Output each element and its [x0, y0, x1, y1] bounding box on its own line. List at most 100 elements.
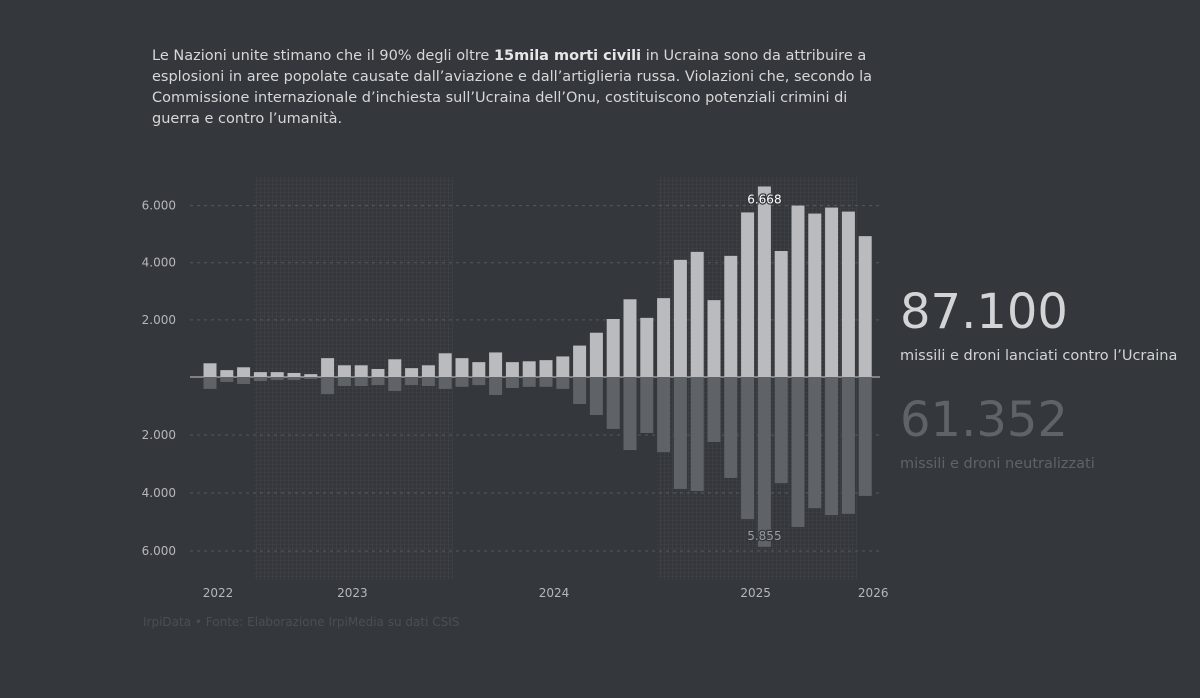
- x-tick-label: 2022: [203, 586, 234, 600]
- bar: [707, 377, 721, 442]
- bar: [724, 255, 738, 377]
- x-tick-label: 2024: [539, 586, 570, 600]
- bar: [287, 377, 301, 380]
- bar: [270, 372, 284, 377]
- bar: [791, 205, 805, 377]
- bar: [421, 365, 435, 377]
- bar: [825, 377, 839, 516]
- bar: [371, 377, 385, 386]
- y-tick-label: 2.000: [142, 313, 176, 327]
- bar: [774, 377, 788, 484]
- bar: [673, 259, 687, 377]
- bar: [337, 377, 351, 386]
- bar: [623, 377, 637, 451]
- bar: [354, 377, 368, 386]
- bar: [707, 300, 721, 377]
- bar: [203, 377, 217, 389]
- bar: [606, 377, 620, 429]
- bar: [841, 377, 855, 514]
- bar: [640, 377, 654, 433]
- x-tick-label: 2026: [858, 586, 889, 600]
- bar: [505, 377, 519, 389]
- y-tick-label: 4.000: [142, 486, 176, 500]
- bar: [237, 367, 251, 377]
- bar: [220, 377, 234, 382]
- y-tick-label: 2.000: [142, 428, 176, 442]
- bar: [354, 365, 368, 377]
- legend-launched: missili e droni lanciati contro l’Ucrain…: [900, 348, 1177, 364]
- bar: [472, 362, 486, 377]
- data-label: 6.668: [747, 192, 781, 206]
- bar: [556, 377, 570, 389]
- bar: [505, 362, 519, 377]
- bar: [606, 319, 620, 377]
- bar: [808, 377, 822, 509]
- bar: [757, 186, 771, 377]
- bar: [858, 236, 872, 377]
- bar: [371, 369, 385, 377]
- bar: [203, 363, 217, 377]
- bar: [589, 377, 603, 415]
- bar: [657, 377, 671, 453]
- bar: [270, 377, 284, 380]
- bar: [304, 377, 318, 380]
- bar: [640, 317, 654, 377]
- bar: [321, 377, 335, 395]
- bar: [623, 299, 637, 377]
- bar: [438, 353, 452, 377]
- intro-bold: 15mila morti civili: [493, 48, 642, 64]
- bar: [808, 213, 822, 377]
- bar: [589, 332, 603, 377]
- bar: [841, 211, 855, 377]
- bar: [405, 377, 419, 386]
- bar: [287, 373, 301, 377]
- bar: [741, 212, 755, 377]
- bar: [388, 377, 402, 391]
- bar: [556, 356, 570, 377]
- highlight-period: [657, 177, 857, 580]
- bar: [690, 377, 704, 491]
- bar: [405, 368, 419, 377]
- x-tick-label: 2023: [337, 586, 368, 600]
- data-label: 5.855: [747, 529, 781, 543]
- bar: [220, 370, 234, 377]
- bar: [573, 345, 587, 377]
- bar: [673, 377, 687, 489]
- bar: [421, 377, 435, 386]
- bar: [539, 377, 553, 387]
- bar: [858, 377, 872, 496]
- bar: [253, 377, 267, 382]
- legend-neutralized: missili e droni neutralizzati: [900, 456, 1095, 472]
- highlight-period: [254, 177, 453, 580]
- bar: [253, 372, 267, 377]
- bar: [489, 352, 503, 377]
- y-tick-label: 4.000: [142, 256, 176, 270]
- y-tick-label: 6.000: [142, 544, 176, 558]
- bar: [724, 377, 738, 478]
- bar: [522, 361, 536, 377]
- x-tick-label: 2025: [740, 586, 771, 600]
- bar: [825, 207, 839, 377]
- bar: [388, 359, 402, 377]
- bar: [321, 358, 335, 377]
- bar: [438, 377, 452, 389]
- bar: [489, 377, 503, 395]
- bar: [657, 298, 671, 377]
- total-launched: 87.100: [900, 284, 1068, 340]
- bar: [337, 365, 351, 377]
- bar: [522, 377, 536, 387]
- y-tick-label: 6.000: [142, 199, 176, 213]
- intro-part: Le Nazioni unite stimano che il 90% degl…: [152, 48, 494, 64]
- bar: [539, 360, 553, 377]
- bar: [690, 251, 704, 377]
- bar: [304, 374, 318, 377]
- bar: [791, 377, 805, 527]
- intro-text: Le Nazioni unite stimano che il 90% degl…: [152, 46, 892, 130]
- bar: [455, 358, 469, 377]
- bar: [472, 377, 486, 386]
- bar: [455, 377, 469, 387]
- source: IrpiData • Fonte: Elaborazione IrpiMedia…: [143, 615, 459, 629]
- bar: [741, 377, 755, 520]
- bar: [774, 251, 788, 377]
